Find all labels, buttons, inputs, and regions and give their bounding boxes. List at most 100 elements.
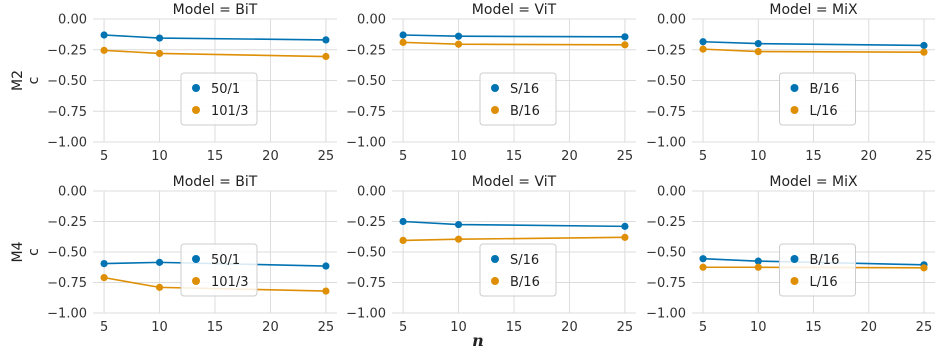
data-point — [699, 38, 707, 46]
x-tick-label: 25 — [318, 149, 335, 164]
legend-marker — [790, 255, 799, 263]
y-tick-label: 0.00 — [657, 13, 686, 28]
x-tick-label: 25 — [916, 320, 933, 335]
x-tick-label: 20 — [262, 149, 279, 164]
y-tick-label: 0.00 — [657, 185, 686, 200]
y-tick-label: −0.75 — [646, 276, 686, 291]
y-tick-label: −0.50 — [646, 74, 686, 89]
y-tick-label: 0.00 — [357, 13, 386, 28]
data-point — [754, 40, 762, 48]
legend-marker — [192, 255, 200, 263]
y-tick-label: −1.00 — [646, 307, 686, 322]
legend-label: 50/1 — [211, 253, 240, 268]
y-tick-label: −1.00 — [47, 307, 87, 322]
y-tick-label: −0.50 — [346, 246, 386, 261]
y-tick-label: −1.00 — [646, 136, 686, 151]
row-label: M4c — [10, 241, 42, 262]
y-tick-label: −0.75 — [47, 276, 87, 291]
y-tick-label: −1.00 — [346, 307, 386, 322]
y-tick-label: 0.00 — [357, 185, 386, 200]
y-tick-label: −0.75 — [47, 105, 87, 120]
legend-marker — [192, 106, 200, 114]
data-point — [754, 47, 762, 56]
legend-label: L/16 — [810, 275, 838, 290]
x-tick-label: 10 — [750, 320, 767, 335]
row-label-line: M2 — [10, 70, 26, 91]
legend-box — [180, 72, 258, 126]
y-tick-label: −0.50 — [346, 74, 386, 89]
facet-title: Model = ViT — [472, 174, 557, 190]
row-label-line: c — [26, 248, 42, 256]
facet-title: Model = ViT — [472, 2, 557, 18]
data-point — [322, 52, 330, 61]
facet-panel: −1.00 −0.75 −0.50 −0.25 0.00 5 10 15 20 25 Model =… — [10, 174, 337, 335]
data-point — [621, 41, 629, 49]
legend-label: 101/3 — [211, 104, 248, 119]
legend-marker — [491, 255, 499, 263]
x-tick-label: 20 — [860, 320, 877, 335]
x-tick-label: 10 — [450, 320, 467, 335]
row-label: M2c — [10, 70, 42, 91]
legend-box — [479, 72, 557, 126]
data-point — [699, 255, 707, 263]
legend-marker — [192, 84, 200, 92]
legend-marker — [491, 277, 499, 285]
data-point — [155, 283, 164, 291]
data-point — [100, 274, 108, 282]
y-tick-label: −0.25 — [47, 215, 87, 230]
legend-box — [180, 243, 258, 297]
data-point — [621, 222, 629, 230]
data-point — [155, 34, 164, 42]
legend-label: S/16 — [510, 253, 539, 268]
data-point — [754, 263, 762, 271]
data-point — [454, 32, 463, 40]
data-point — [454, 235, 463, 243]
legend-label: B/16 — [810, 82, 840, 97]
x-tick-label: 15 — [805, 320, 822, 335]
legend-marker — [192, 277, 200, 285]
data-point — [322, 287, 330, 295]
data-point — [100, 46, 108, 54]
x-tick-label: 25 — [617, 149, 634, 164]
x-tick-label: 20 — [860, 149, 877, 164]
facet-title: Model = MiX — [769, 174, 858, 190]
x-tick-label: 15 — [207, 149, 224, 164]
y-tick-label: −0.25 — [47, 43, 87, 58]
row-label-line: M4 — [10, 241, 26, 262]
x-tick-label: 10 — [151, 149, 168, 164]
legend-label: L/16 — [810, 104, 838, 119]
y-tick-label: −0.75 — [346, 105, 386, 120]
row-label-line: c — [26, 77, 42, 85]
data-point — [155, 49, 164, 58]
data-point — [155, 258, 164, 266]
x-tick-label: 25 — [617, 320, 634, 335]
data-point — [399, 31, 407, 39]
x-tick-label: 15 — [506, 320, 523, 335]
data-point — [322, 36, 330, 44]
data-point — [399, 217, 407, 226]
y-tick-label: −0.25 — [646, 215, 686, 230]
y-tick-label: −0.50 — [646, 246, 686, 261]
data-point — [621, 233, 629, 241]
data-point — [699, 263, 707, 271]
x-tick-label: 10 — [450, 149, 467, 164]
data-point — [454, 220, 463, 229]
legend-label: B/16 — [510, 104, 540, 119]
facet-title: Model = BiT — [173, 2, 258, 18]
legend-marker — [790, 277, 799, 285]
data-point — [399, 38, 407, 46]
data-point — [920, 48, 928, 56]
x-tick-label: 20 — [561, 320, 578, 335]
x-tick-label: 5 — [399, 149, 407, 164]
y-tick-label: −0.75 — [646, 105, 686, 120]
facet-panel: −1.00 −0.75 −0.50 −0.25 0.00 5 10 15 20 25 Model =… — [646, 174, 935, 335]
legend-label: S/16 — [510, 82, 539, 97]
facet-panel: −1.00 −0.75 −0.50 −0.25 0.00 5 10 15 20 25 Model =… — [346, 2, 636, 164]
legend-label: 101/3 — [211, 275, 248, 290]
legend-marker — [491, 84, 499, 92]
data-point — [699, 45, 707, 53]
x-tick-label: 10 — [151, 320, 168, 335]
y-tick-label: −0.50 — [47, 246, 87, 261]
x-tick-label: 5 — [399, 320, 407, 335]
